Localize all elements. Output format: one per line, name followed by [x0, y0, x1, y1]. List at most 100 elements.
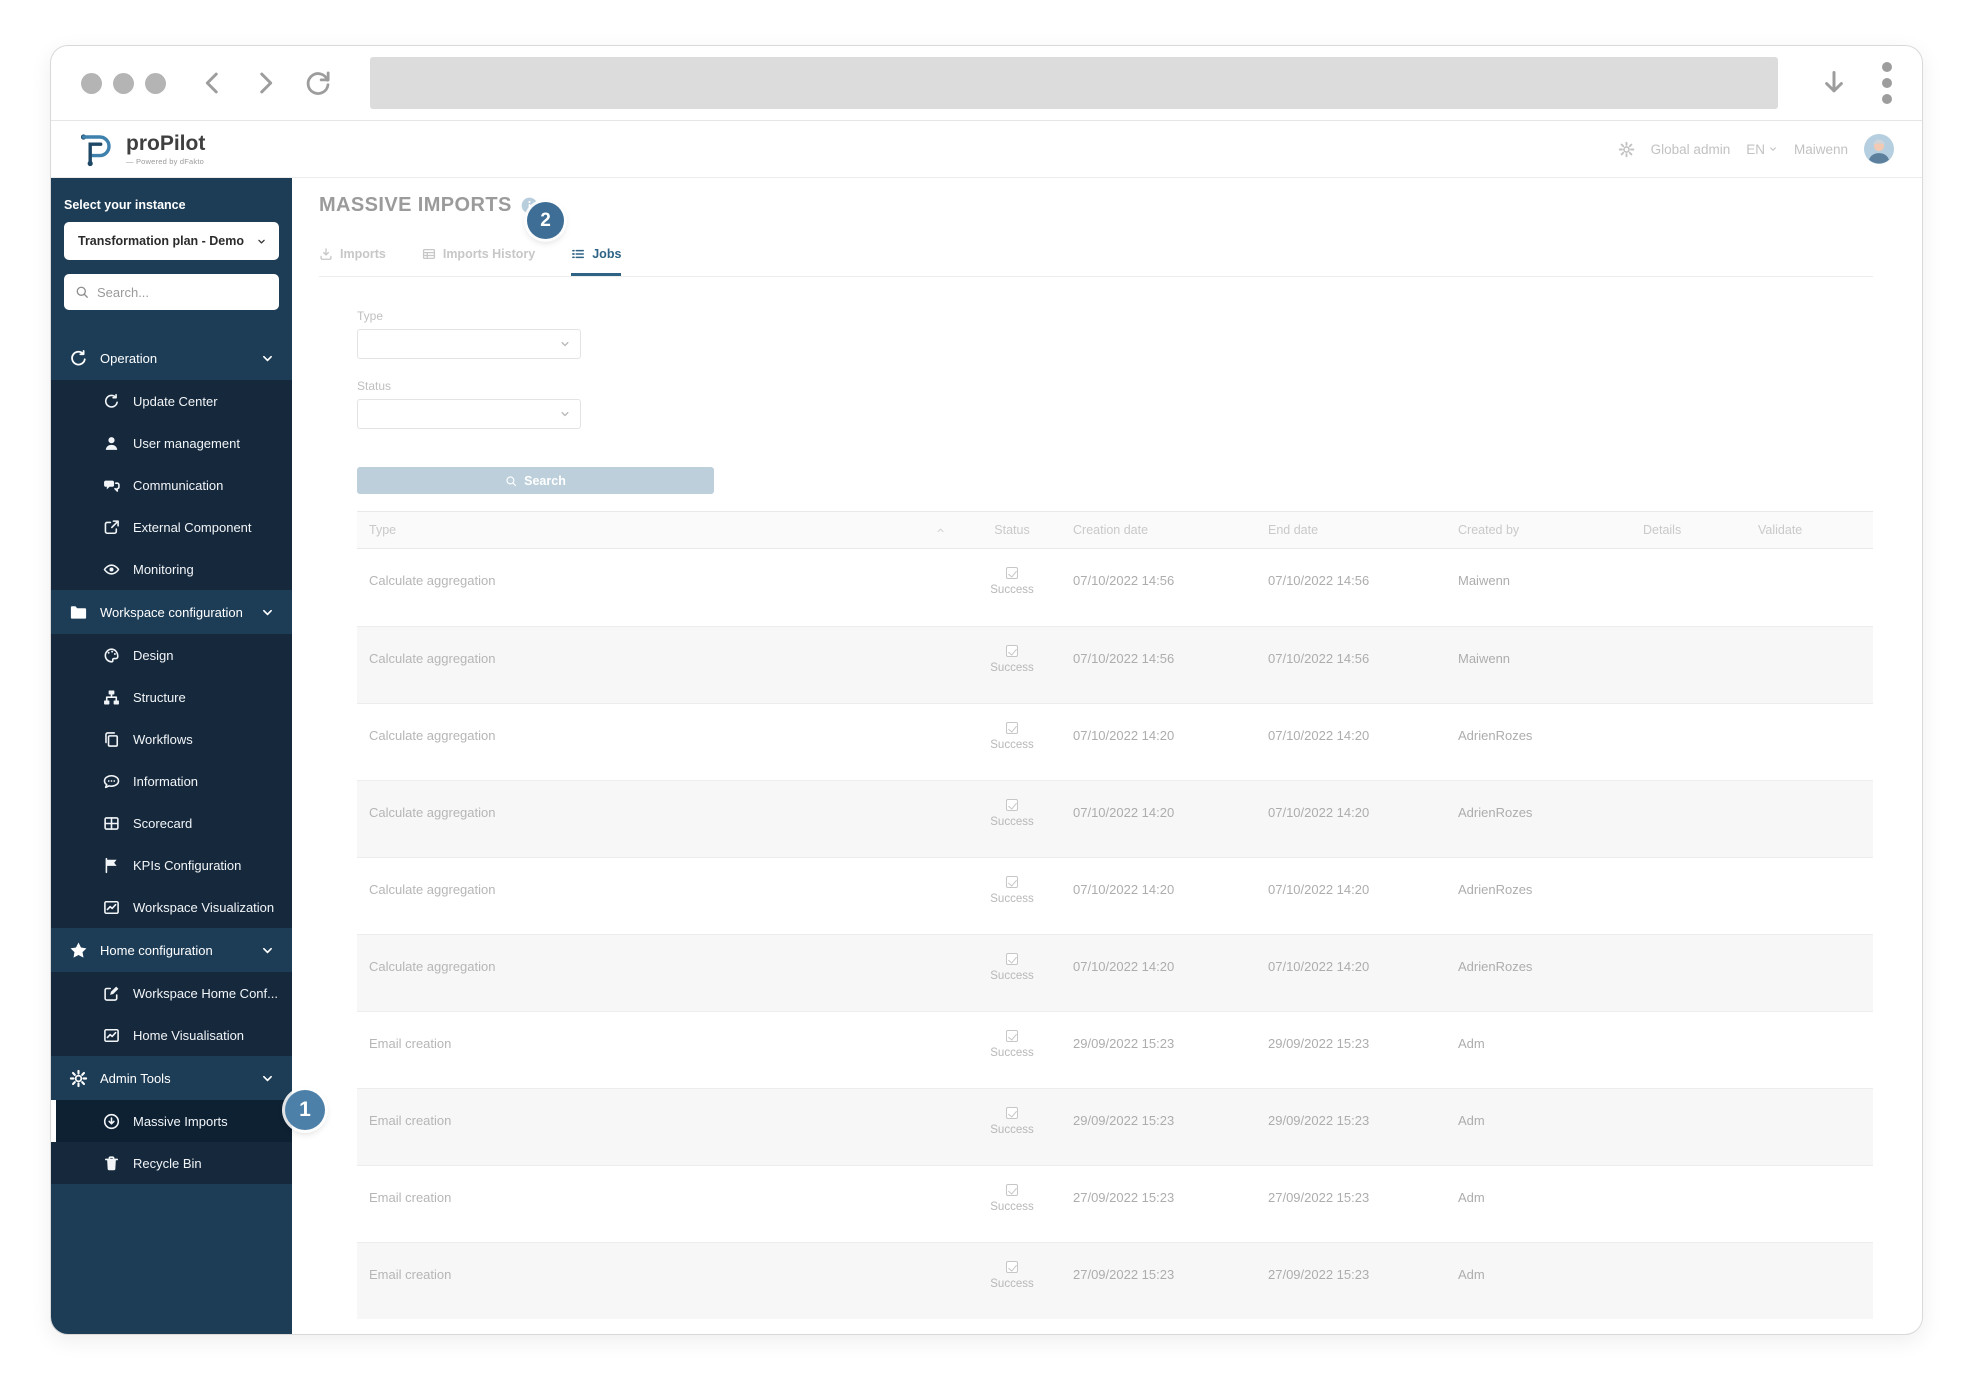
column-header-end-date: End date — [1268, 523, 1319, 537]
reload-icon[interactable] — [304, 69, 332, 97]
settings-gear-icon[interactable] — [1618, 141, 1635, 158]
username-label: Maiwenn — [1793, 141, 1848, 157]
browser-menu-icon[interactable] — [1882, 62, 1892, 104]
cell-creation-date: 07/10/2022 14:20 — [1073, 959, 1175, 974]
back-icon[interactable] — [200, 70, 226, 96]
table-row[interactable]: Calculate aggregation Success 07/10/2022 1… — [357, 934, 1873, 1011]
sidebar-search-input[interactable] — [64, 274, 279, 310]
window-dot — [113, 72, 134, 94]
cell-creation-date: 27/09/2022 15:23 — [1073, 1267, 1175, 1282]
sidebar-item-scorecard[interactable]: Scorecard — [51, 802, 292, 844]
callout-badge-2: 2 — [527, 202, 564, 239]
status-label: Success — [990, 662, 1034, 674]
cell-creation-date: 29/09/2022 15:23 — [1073, 1113, 1175, 1128]
sidebar-item-workspace-home-conf[interactable]: Workspace Home Conf... — [51, 972, 292, 1014]
sidebar-section-admin-tools[interactable]: Admin Tools — [51, 1056, 292, 1100]
table-row[interactable]: Email creation Success 27/09/2022 15:23 27/… — [357, 1165, 1873, 1242]
chevron-down-icon — [261, 944, 274, 957]
tab-imports-history[interactable]: Imports History — [422, 247, 535, 276]
status-filter-select[interactable] — [357, 399, 581, 429]
table-row[interactable]: Calculate aggregation Success 07/10/2022 1… — [357, 857, 1873, 934]
table-row[interactable]: Calculate aggregation Success 07/10/2022 1… — [357, 549, 1873, 626]
star-icon — [69, 941, 88, 960]
column-header-status: Status — [994, 523, 1030, 537]
tab-bar: Imports Imports History Jobs — [319, 247, 1873, 277]
success-checkbox — [1006, 1030, 1018, 1042]
table-icon — [422, 247, 436, 261]
sidebar-item-design[interactable]: Design — [51, 634, 292, 676]
status-label: Success — [990, 816, 1034, 828]
cell-created-by: Maiwenn — [1458, 651, 1511, 666]
table-row[interactable]: Email creation Success 27/09/2022 15:23 27/… — [357, 1242, 1873, 1319]
sidebar-item-recycle-bin[interactable]: Recycle Bin — [51, 1142, 292, 1184]
app-header: proPilot — Powered by dFakto Global admi… — [51, 121, 1922, 178]
success-checkbox — [1006, 876, 1018, 888]
cell-details — [1637, 858, 1752, 882]
sidebar-section-workspace-configuration[interactable]: Workspace configuration — [51, 590, 292, 634]
cell-creation-date: 07/10/2022 14:20 — [1073, 805, 1175, 820]
cell-validate — [1752, 1089, 1873, 1113]
sidebar-item-information[interactable]: Information — [51, 760, 292, 802]
browser-window: proPilot — Powered by dFakto Global admi… — [50, 45, 1923, 1335]
sidebar: Select your instance Transformation plan… — [51, 178, 292, 1334]
status-cell: Success — [957, 781, 1067, 828]
table-row[interactable]: Calculate aggregation Success 07/10/2022 1… — [357, 780, 1873, 857]
sidebar-item-workflows[interactable]: Workflows — [51, 718, 292, 760]
sidebar-item-communication[interactable]: Communication — [51, 464, 292, 506]
sidebar-item-workspace-visualization[interactable]: Workspace Visualization — [51, 886, 292, 928]
forward-icon[interactable] — [252, 70, 278, 96]
cell-creation-date: 07/10/2022 14:56 — [1073, 573, 1175, 588]
column-header-type: Type — [369, 523, 397, 537]
sidebar-item-user-management[interactable]: User management — [51, 422, 292, 464]
sidebar-item-massive-imports[interactable]: Massive Imports — [51, 1100, 292, 1142]
sitemap-icon — [103, 689, 120, 706]
sidebar-item-external-component[interactable]: External Component — [51, 506, 292, 548]
url-bar[interactable] — [370, 57, 1778, 109]
search-button[interactable]: Search — [357, 467, 714, 494]
brand-tagline: — Powered by dFakto — [126, 156, 205, 166]
download-arrow-icon[interactable] — [1820, 69, 1848, 97]
sidebar-section-home-configuration[interactable]: Home configuration — [51, 928, 292, 972]
tab-imports[interactable]: Imports — [319, 247, 386, 276]
table-row[interactable]: Calculate aggregation Success 07/10/2022 1… — [357, 626, 1873, 703]
success-checkbox — [1006, 799, 1018, 811]
sidebar-item-structure[interactable]: Structure — [51, 676, 292, 718]
cell-type: Email creation — [369, 1036, 452, 1051]
success-checkbox — [1006, 722, 1018, 734]
table-row[interactable]: Calculate aggregation Success 07/10/2022 1… — [357, 703, 1873, 780]
sort-caret[interactable] — [917, 526, 957, 535]
status-label: Success — [990, 1124, 1034, 1136]
chevron-down-icon — [1768, 144, 1778, 154]
sidebar-item-monitoring[interactable]: Monitoring — [51, 548, 292, 590]
eye-icon — [103, 561, 120, 578]
sidebar-item-update-center[interactable]: Update Center — [51, 380, 292, 422]
user-avatar[interactable] — [1864, 134, 1894, 164]
cell-type: Email creation — [369, 1190, 452, 1205]
sidebar-item-home-visualisation[interactable]: Home Visualisation — [51, 1014, 292, 1056]
sidebar-section-operation[interactable]: Operation — [51, 336, 292, 380]
status-cell: Success — [957, 858, 1067, 905]
instance-select[interactable]: Transformation plan - Demo — [64, 222, 279, 260]
cell-details — [1637, 704, 1752, 728]
instance-label: Select your instance — [64, 198, 186, 212]
palette-icon — [103, 647, 120, 664]
column-header-validate: Validate — [1758, 523, 1803, 537]
sidebar-item-kpis-configuration[interactable]: KPIs Configuration — [51, 844, 292, 886]
cell-creation-date: 07/10/2022 14:56 — [1073, 651, 1175, 666]
tab-jobs[interactable]: Jobs — [571, 247, 622, 276]
cell-created-by: AdrienRozes — [1458, 728, 1533, 743]
cell-details — [1637, 549, 1752, 573]
column-header-details: Details — [1643, 523, 1682, 537]
chevron-down-icon — [261, 352, 274, 365]
status-cell: Success — [957, 1012, 1067, 1059]
cell-validate — [1752, 858, 1873, 882]
success-checkbox — [1006, 567, 1018, 579]
type-filter-select[interactable] — [357, 329, 581, 359]
table-row[interactable]: Email creation Success 29/09/2022 15:23 29/… — [357, 1011, 1873, 1088]
brand-logo[interactable]: proPilot — Powered by dFakto — [77, 129, 205, 169]
table-row[interactable]: Email creation Success 29/09/2022 15:23 29/… — [357, 1088, 1873, 1165]
cell-created-by: Adm — [1458, 1267, 1485, 1282]
language-selector[interactable]: EN — [1746, 142, 1778, 157]
cell-end-date: 07/10/2022 14:20 — [1268, 728, 1370, 743]
cell-end-date: 07/10/2022 14:20 — [1268, 959, 1370, 974]
